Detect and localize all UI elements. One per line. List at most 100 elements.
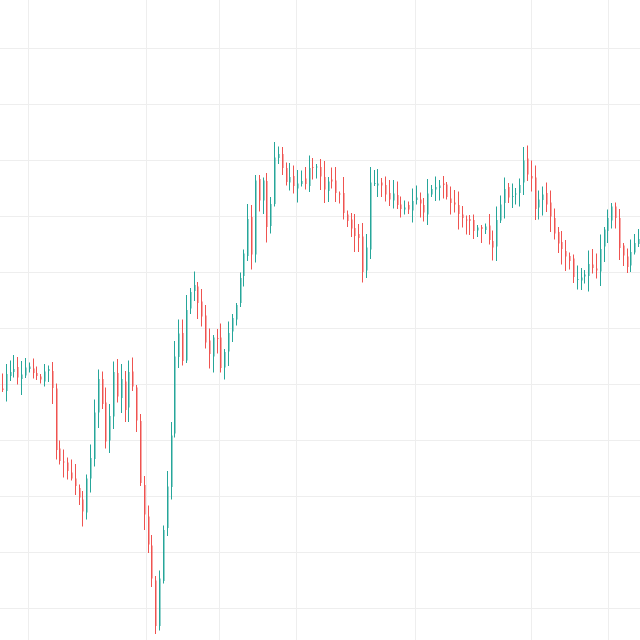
candle: [393, 180, 395, 209]
candle-body: [354, 228, 356, 237]
candle: [515, 188, 517, 205]
candle: [263, 177, 265, 214]
candle: [554, 208, 556, 240]
candle-body: [197, 286, 199, 303]
candle-body: [607, 218, 609, 232]
candle: [33, 358, 35, 379]
candle: [6, 363, 8, 402]
candle: [512, 183, 514, 209]
candle-body: [496, 219, 498, 247]
candle-body: [397, 194, 399, 205]
candle-body: [569, 255, 571, 262]
candle-body: [75, 478, 77, 487]
candle: [450, 186, 452, 215]
candle-body: [163, 530, 165, 581]
candle: [125, 370, 127, 422]
candle: [596, 253, 598, 279]
candle: [374, 170, 376, 186]
candle: [71, 459, 73, 481]
candle-body: [473, 219, 475, 232]
candle: [21, 361, 23, 395]
candle: [48, 365, 50, 383]
candle-body: [462, 214, 464, 218]
candle: [623, 243, 625, 267]
candle-body: [6, 374, 8, 391]
candle: [186, 295, 188, 364]
candle-body: [186, 310, 188, 361]
candle-body: [546, 193, 548, 205]
candle: [584, 269, 586, 284]
candle-body: [328, 181, 330, 191]
candle-body: [489, 225, 491, 241]
candle-body: [427, 193, 429, 215]
candle: [197, 281, 199, 319]
candle-body: [217, 338, 219, 340]
candle: [538, 190, 540, 220]
candle-body: [324, 177, 326, 190]
candle-body: [82, 499, 84, 512]
candle: [98, 369, 100, 429]
candle: [194, 271, 196, 301]
candle-body: [194, 285, 196, 291]
candle: [377, 169, 379, 198]
candle: [400, 196, 402, 218]
candle: [458, 191, 460, 230]
candle: [408, 201, 410, 214]
candle: [251, 204, 253, 270]
candle-body: [581, 277, 583, 281]
candle-body: [86, 478, 88, 513]
candle: [542, 186, 544, 216]
candle: [132, 357, 134, 391]
candle: [293, 165, 295, 194]
candle: [36, 366, 38, 380]
candle: [220, 323, 222, 373]
candle: [320, 159, 322, 191]
candle: [243, 249, 245, 287]
candle-body: [52, 371, 54, 389]
candle-body: [454, 202, 456, 205]
candle: [128, 360, 130, 422]
candle-body: [117, 372, 119, 397]
candle: [240, 272, 242, 307]
candle: [217, 328, 219, 354]
candle: [59, 440, 61, 465]
candle-body: [458, 205, 460, 215]
candle-body: [331, 179, 333, 182]
candle-body: [527, 158, 529, 175]
candle-body: [293, 175, 295, 187]
candle-body: [389, 192, 391, 200]
candle: [228, 321, 230, 366]
candle-body: [316, 166, 318, 168]
candle-body: [638, 239, 640, 245]
candle-body: [247, 219, 249, 256]
candle: [205, 304, 207, 349]
candle-body: [13, 368, 15, 372]
candle-body: [512, 196, 514, 198]
candle: [178, 319, 180, 369]
candle-body: [255, 180, 257, 255]
candle: [309, 155, 311, 193]
candle-body: [596, 268, 598, 271]
candle: [508, 182, 510, 203]
candle: [366, 234, 368, 279]
candle-body: [492, 241, 494, 248]
candle-body: [573, 258, 575, 278]
candle: [581, 268, 583, 291]
candle: [44, 364, 46, 387]
candle: [213, 334, 215, 373]
candle-body: [305, 178, 307, 184]
candle: [389, 179, 391, 206]
candle-body: [151, 545, 153, 579]
candle: [109, 404, 111, 453]
candle-body: [565, 251, 567, 257]
candle-body: [266, 181, 268, 228]
candle: [427, 179, 429, 225]
candle-body: [171, 435, 173, 487]
candle: [412, 188, 414, 223]
candle-body: [588, 264, 590, 277]
candle-body: [259, 179, 261, 201]
candle: [312, 158, 314, 180]
candle-body: [228, 332, 230, 352]
candle-body: [630, 252, 632, 266]
